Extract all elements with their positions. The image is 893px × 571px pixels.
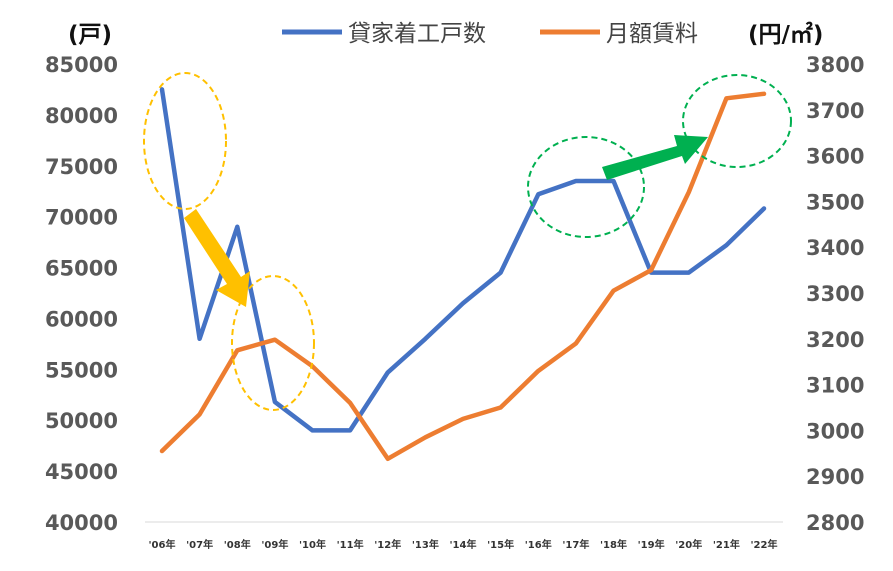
- right-tick-label: 3500: [806, 190, 864, 214]
- right-tick-label: 3200: [806, 328, 864, 352]
- right-tick-label: 2900: [806, 465, 864, 489]
- left-tick-label: 40000: [45, 511, 118, 535]
- up-arrow: [602, 135, 708, 180]
- x-tick-label: '09年: [261, 538, 288, 551]
- x-tick-label: '14年: [450, 538, 477, 551]
- left-axis: 85000 80000 75000 70000 65000 60000 55000 50000…: [45, 53, 118, 535]
- x-tick-label: '13年: [412, 538, 439, 551]
- series-line-monthly-rent: [159, 91, 767, 462]
- right-tick-label: 3800: [806, 53, 864, 77]
- legend: 貸家着工戸数 月額賃料: [282, 21, 698, 47]
- left-tick-label: 60000: [45, 307, 118, 331]
- x-tick-label: '17年: [562, 538, 589, 551]
- down-arrow: [184, 209, 250, 307]
- x-tick-label: '19年: [638, 538, 665, 551]
- left-tick-label: 55000: [45, 358, 118, 382]
- x-tick-label: '15年: [487, 538, 514, 551]
- left-tick-label: 50000: [45, 409, 118, 433]
- left-tick-label: 80000: [45, 104, 118, 128]
- x-tick-label: '18年: [600, 538, 627, 551]
- x-tick-label: '10年: [299, 538, 326, 551]
- x-tick-label: '12年: [374, 538, 401, 551]
- x-axis: '06年 '07年 '08年 '09年 '10年 '11年 '12年 '13年 '14年 '15年…: [149, 538, 778, 551]
- x-tick-label: '22年: [751, 538, 778, 551]
- left-tick-label: 85000: [45, 53, 118, 77]
- right-tick-label: 3400: [806, 236, 864, 260]
- right-tick-label: 3600: [806, 145, 864, 169]
- x-tick-label: '11年: [337, 538, 364, 551]
- x-tick-label: '21年: [713, 538, 740, 551]
- x-tick-label: '08年: [224, 538, 251, 551]
- series-layer: [159, 87, 767, 462]
- right-tick-label: 2800: [806, 511, 864, 535]
- x-tick-label: '16年: [525, 538, 552, 551]
- right-tick-label: 3700: [806, 99, 864, 123]
- legend-label-rental-starts: 貸家着工戸数: [348, 21, 486, 47]
- right-tick-label: 3300: [806, 282, 864, 306]
- left-axis-unit: (戸): [68, 22, 112, 48]
- left-tick-label: 75000: [45, 155, 118, 179]
- right-axis-unit: (円/㎡): [748, 21, 823, 48]
- x-tick-label: '06年: [149, 538, 176, 551]
- annotation-layer: [143, 72, 792, 411]
- right-tick-label: 3100: [806, 374, 864, 398]
- highlight-ellipse-2006: [143, 72, 227, 210]
- highlight-ellipse-2021: [682, 74, 792, 168]
- left-tick-label: 70000: [45, 206, 118, 230]
- highlight-ellipse-2017: [527, 136, 645, 238]
- highlight-ellipse-2009: [231, 275, 315, 411]
- left-tick-label: 65000: [45, 257, 118, 281]
- x-tick-label: '07年: [186, 538, 213, 551]
- x-tick-label: '20年: [675, 538, 702, 551]
- series-line-rental-starts: [159, 87, 767, 433]
- right-tick-label: 3000: [806, 419, 864, 443]
- legend-label-monthly-rent: 月額賃料: [606, 21, 698, 47]
- right-axis: 3800 3700 3600 3500 3400 3300 3200 3100 3000 2900…: [806, 53, 864, 535]
- left-tick-label: 45000: [45, 460, 118, 484]
